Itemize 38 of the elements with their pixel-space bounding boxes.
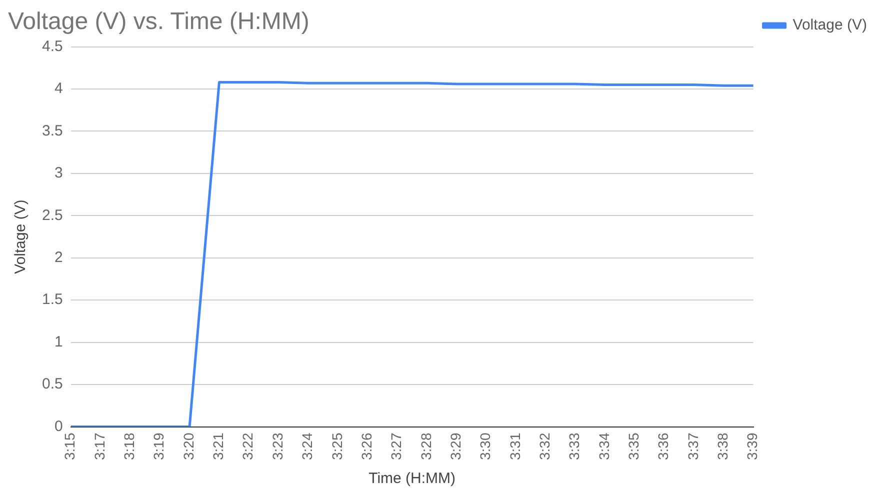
x-tick-label: 3:19	[150, 432, 167, 460]
x-tick-label: 3:20	[180, 432, 196, 460]
x-tick-label: 3:32	[536, 432, 552, 460]
x-tick-label: 3:35	[625, 432, 642, 460]
x-tick-label: 3:28	[418, 432, 434, 460]
x-tick-label: 3:23	[269, 432, 286, 460]
y-tick-label: 2.5	[42, 206, 63, 224]
x-tick-label: 3:30	[477, 432, 494, 460]
chart-title: Voltage (V) vs. Time (H:MM)	[8, 8, 310, 36]
y-tick-label: 1.5	[42, 291, 63, 308]
x-tick-label: 3:15	[62, 432, 78, 460]
x-tick-label: 3:26	[358, 432, 374, 460]
x-tick-label: 3:17	[91, 432, 108, 460]
x-tick-label: 3:37	[684, 432, 701, 460]
y-tick-label: 1	[54, 333, 63, 350]
x-tick-label: 3:34	[596, 432, 612, 460]
x-tick-label: 3:24	[299, 432, 316, 460]
x-tick-label: 3:27	[388, 432, 404, 460]
y-tick-label: 4	[54, 80, 63, 98]
x-tick-label: 3:25	[328, 432, 345, 460]
x-tick-label: 3:29	[447, 432, 464, 460]
y-tick-label: 2	[54, 249, 63, 266]
legend-label: Voltage (V)	[792, 16, 868, 34]
x-tick-label: 3:22	[240, 432, 256, 460]
y-tick-label: 3	[54, 164, 63, 182]
x-tick-label: 3:39	[744, 432, 760, 460]
x-tick-label: 3:21	[210, 432, 226, 460]
x-tick-label: 3:18	[121, 432, 138, 460]
y-tick-label: 3.5	[42, 122, 63, 140]
x-tick-label: 3:33	[566, 432, 582, 460]
y-tick-label: 0.5	[42, 376, 63, 393]
x-tick-label: 3:36	[655, 432, 672, 460]
y-tick-label: 0	[54, 418, 63, 435]
y-axis-title: Voltage (V)	[12, 200, 30, 274]
y-tick-label: 4.5	[42, 38, 63, 55]
x-tick-label: 3:38	[714, 432, 730, 460]
x-axis-title: Time (H:MM)	[368, 470, 456, 488]
x-tick-label: 3:31	[506, 432, 523, 460]
